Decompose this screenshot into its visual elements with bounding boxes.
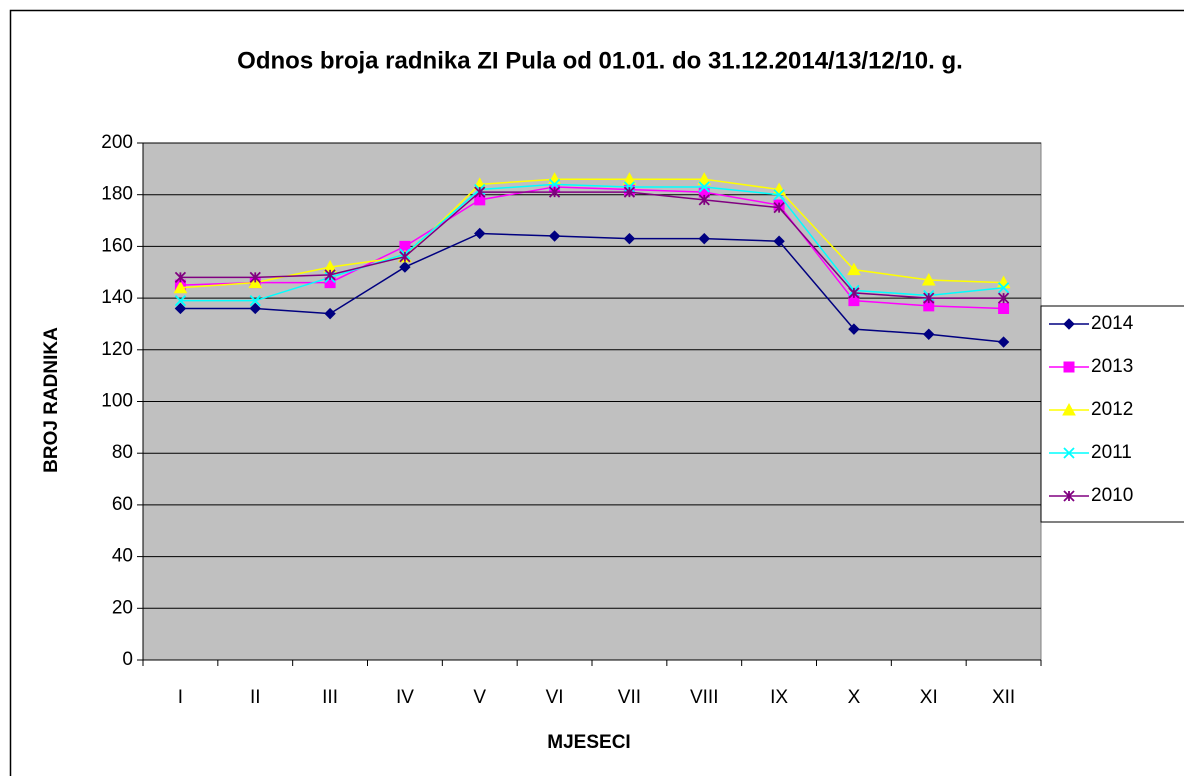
marker — [623, 181, 636, 193]
y-tick-label: 160 — [101, 235, 133, 256]
series-line — [180, 232, 1004, 343]
marker — [249, 302, 261, 315]
marker — [697, 172, 712, 185]
marker — [923, 328, 935, 340]
marker — [399, 261, 411, 273]
legend-label: 2010 — [1091, 485, 1133, 506]
marker — [174, 271, 187, 284]
legend-label: 2011 — [1091, 442, 1132, 463]
series-line — [180, 183, 1004, 302]
marker — [998, 302, 1010, 314]
marker — [324, 269, 336, 281]
x-tick-label: II — [250, 687, 261, 708]
marker — [698, 181, 710, 193]
marker — [249, 271, 261, 284]
marker — [174, 302, 187, 315]
marker — [1063, 447, 1075, 459]
marker — [249, 295, 261, 307]
marker — [847, 262, 861, 276]
marker — [1063, 318, 1075, 330]
y-tick-label: 40 — [112, 546, 133, 567]
marker — [399, 251, 411, 263]
y-tick-label: 120 — [101, 339, 133, 360]
chart-title: Odnos broja radnika ZI Pula od 01.01. do… — [237, 47, 963, 74]
marker — [921, 272, 936, 286]
marker — [698, 232, 710, 245]
marker — [848, 323, 860, 335]
y-tick-label: 180 — [101, 184, 133, 205]
x-tick-label: X — [848, 687, 861, 708]
marker — [698, 194, 710, 206]
legend-label: 2013 — [1091, 356, 1133, 377]
marker — [622, 172, 637, 185]
marker — [474, 227, 486, 240]
x-tick-label: I — [178, 687, 183, 708]
x-tick-label: XII — [992, 687, 1015, 708]
legend-label: 2012 — [1091, 399, 1133, 420]
x-tick-label: VI — [546, 687, 564, 708]
marker — [1063, 490, 1075, 502]
marker — [1063, 361, 1075, 373]
y-tick-label: 60 — [112, 494, 133, 515]
marker — [923, 292, 935, 304]
marker — [997, 336, 1010, 348]
series-line — [180, 186, 1004, 310]
marker — [174, 295, 187, 307]
series-line — [180, 191, 1004, 299]
x-tick-label: IX — [770, 687, 788, 708]
marker — [773, 235, 785, 247]
x-tick-label: VIII — [690, 687, 719, 708]
marker — [997, 292, 1010, 304]
marker — [1062, 402, 1076, 416]
marker — [173, 280, 188, 294]
y-tick-label: 20 — [112, 597, 133, 618]
y-tick-label: 80 — [112, 442, 133, 463]
y-tick-label: 140 — [101, 287, 133, 308]
y-axis-label: BROJ RADNIKA — [41, 327, 62, 473]
marker — [548, 230, 561, 242]
y-tick-label: 100 — [101, 391, 133, 412]
marker — [773, 189, 785, 201]
x-tick-label: III — [322, 687, 338, 708]
marker — [773, 201, 785, 214]
x-axis-label: MJESECI — [547, 732, 630, 753]
marker — [623, 186, 636, 198]
marker — [474, 186, 486, 198]
marker — [548, 186, 561, 198]
legend-label: 2014 — [1091, 313, 1134, 334]
x-tick-label: V — [473, 687, 486, 708]
marker — [848, 287, 860, 299]
y-tick-label: 0 — [122, 649, 133, 670]
x-tick-label: IV — [396, 687, 414, 708]
x-tick-label: VII — [618, 687, 641, 708]
marker — [997, 282, 1010, 294]
marker — [324, 307, 336, 320]
y-tick-label: 200 — [101, 132, 133, 153]
marker — [623, 232, 636, 245]
x-tick-label: XI — [920, 687, 938, 708]
series-line — [180, 178, 1004, 289]
